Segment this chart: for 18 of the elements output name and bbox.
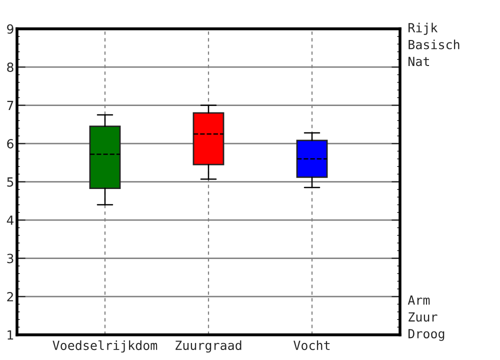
text: Zuur: [408, 312, 438, 322]
y-tick-label: 3: [7, 254, 14, 264]
text: Nat: [408, 56, 430, 66]
y-tick-label: 2: [7, 292, 13, 302]
y-tick-label: 8: [7, 62, 14, 72]
text: Droog: [408, 329, 444, 341]
text: Basisch: [408, 40, 460, 50]
y-tick-label: 5: [7, 177, 14, 187]
y-tick-label: 4: [6, 216, 14, 225]
text: Arm: [408, 296, 430, 305]
text: Rijk: [408, 22, 438, 35]
y-tick-label: 1: [8, 330, 14, 340]
x-tick-label: Zuurgraad: [176, 340, 242, 353]
y-tick-label: 9: [7, 24, 14, 34]
x-tick-label: Vocht: [294, 340, 330, 350]
y-tick-label: 7: [7, 100, 14, 110]
x-tick-label: Voedselrijkdom: [52, 340, 158, 353]
y-tick-label: 6: [7, 139, 14, 148]
